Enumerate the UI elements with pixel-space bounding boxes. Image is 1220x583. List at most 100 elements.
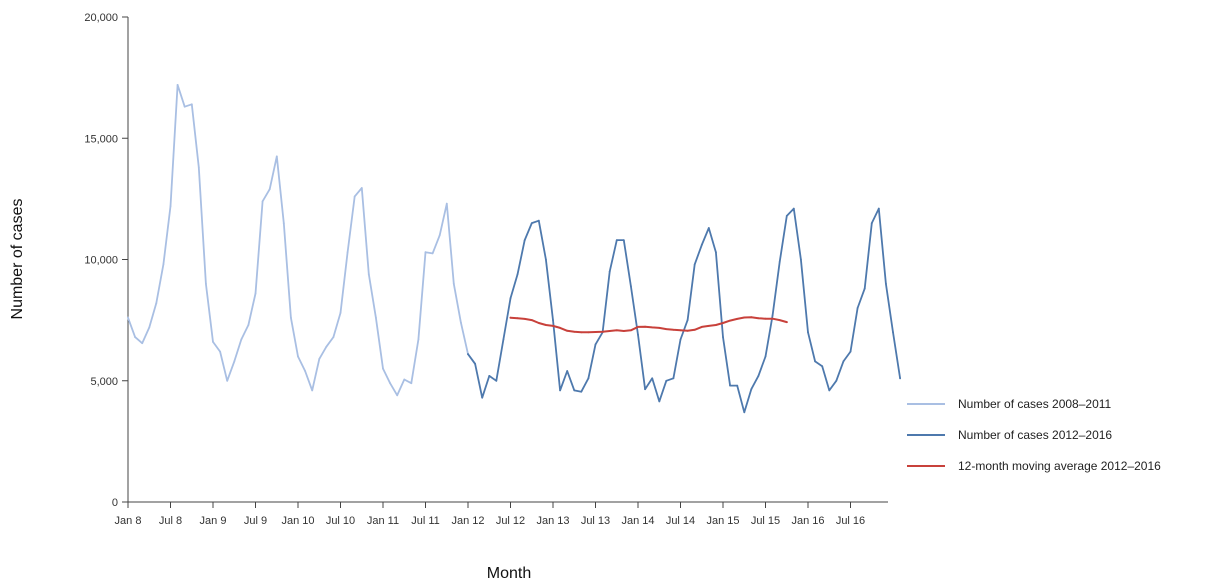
data-point	[764, 355, 767, 358]
series-line	[127, 84, 477, 397]
data-point	[566, 370, 569, 372]
data-point	[580, 331, 583, 334]
data-point	[467, 353, 469, 355]
data-point	[615, 329, 618, 332]
data-point	[651, 326, 654, 329]
x-axis-title: Month	[487, 565, 531, 582]
data-point	[693, 328, 696, 331]
data-point	[722, 322, 724, 324]
data-point	[275, 155, 278, 158]
data-point	[644, 388, 646, 391]
data-point	[169, 205, 172, 208]
data-point	[530, 222, 533, 225]
data-point	[785, 215, 788, 217]
data-point	[240, 338, 243, 341]
data-point	[403, 378, 406, 381]
data-point	[424, 251, 427, 254]
legend-item: 12-month moving average 2012–2016	[907, 459, 1161, 473]
data-point	[261, 200, 264, 203]
data-point	[885, 282, 887, 285]
data-point	[183, 105, 186, 108]
data-point	[877, 207, 880, 210]
data-point	[318, 358, 321, 360]
data-point	[396, 394, 399, 397]
data-point	[743, 316, 746, 319]
data-point	[233, 360, 236, 363]
data-point	[672, 377, 675, 380]
x-tick-label: Jan 15	[706, 515, 739, 527]
data-point	[382, 367, 384, 370]
data-point	[707, 227, 710, 229]
data-point	[488, 375, 491, 377]
series-2	[467, 207, 901, 414]
data-point	[679, 329, 682, 332]
data-point	[389, 382, 391, 385]
data-point	[353, 195, 356, 198]
data-point	[757, 317, 760, 320]
legend-item: Number of cases 2008–2011	[907, 397, 1112, 411]
data-point	[594, 343, 597, 346]
data-point	[127, 316, 129, 319]
legend: Number of cases 2008–2011 Number of cases…	[907, 397, 1161, 473]
series-line	[467, 207, 901, 414]
data-point	[778, 261, 781, 263]
data-point	[537, 322, 540, 324]
data-point	[545, 258, 547, 261]
legend-item: Number of cases 2012–2016	[907, 428, 1112, 442]
data-point	[658, 327, 661, 329]
data-point	[771, 317, 774, 320]
data-point	[516, 273, 519, 275]
data-point	[339, 312, 342, 314]
data-point	[715, 251, 717, 254]
data-point	[750, 316, 753, 319]
data-point	[807, 331, 809, 334]
x-tick-label: Jan 16	[791, 515, 824, 527]
data-point	[707, 325, 710, 327]
data-point	[410, 382, 413, 385]
data-point	[162, 263, 165, 266]
x-tick-label: Jul 12	[496, 515, 525, 527]
data-point	[530, 319, 533, 321]
data-point	[573, 389, 576, 392]
data-point	[332, 336, 335, 338]
legend-label: 12-month moving average 2012–2016	[958, 459, 1161, 473]
data-point	[148, 326, 151, 329]
data-point	[828, 389, 831, 392]
data-point	[559, 389, 561, 392]
data-point	[141, 342, 144, 345]
data-point	[587, 377, 590, 380]
data-point	[311, 389, 314, 392]
data-point	[856, 307, 859, 309]
data-point	[594, 331, 597, 333]
data-point	[254, 292, 257, 295]
x-tick-label: Jul 11	[411, 515, 440, 527]
data-point	[665, 328, 668, 330]
data-point	[445, 202, 448, 205]
axes: 0 5,000 10,000 15,000 20,000 Jan 8 Jul 8 Jan 9…	[84, 12, 888, 527]
x-tick-label: Jul 8	[159, 515, 182, 527]
x-tick-label: Jan 12	[451, 515, 484, 527]
data-point	[268, 188, 271, 191]
data-point	[750, 388, 753, 391]
data-point	[559, 327, 561, 329]
data-point	[502, 338, 505, 341]
data-point	[509, 316, 512, 319]
data-point	[729, 319, 731, 322]
y-ticks: 0 5,000 10,000 15,000 20,000	[84, 12, 128, 509]
x-tick-label: Jan 9	[200, 515, 227, 527]
data-point	[892, 331, 894, 334]
data-point	[509, 297, 512, 300]
data-point	[552, 319, 554, 321]
x-tick-label: Jan 11	[367, 515, 399, 527]
data-point	[375, 316, 377, 319]
data-point	[715, 324, 717, 326]
y-tick-label: 0	[112, 497, 118, 509]
y-axis-title: Number of cases	[9, 199, 26, 320]
data-point	[325, 345, 328, 348]
data-point	[247, 324, 250, 326]
data-point	[622, 330, 625, 332]
data-point	[665, 379, 668, 382]
y-tick-label: 10,000	[84, 255, 118, 267]
data-point	[722, 336, 724, 338]
data-point	[800, 258, 802, 261]
